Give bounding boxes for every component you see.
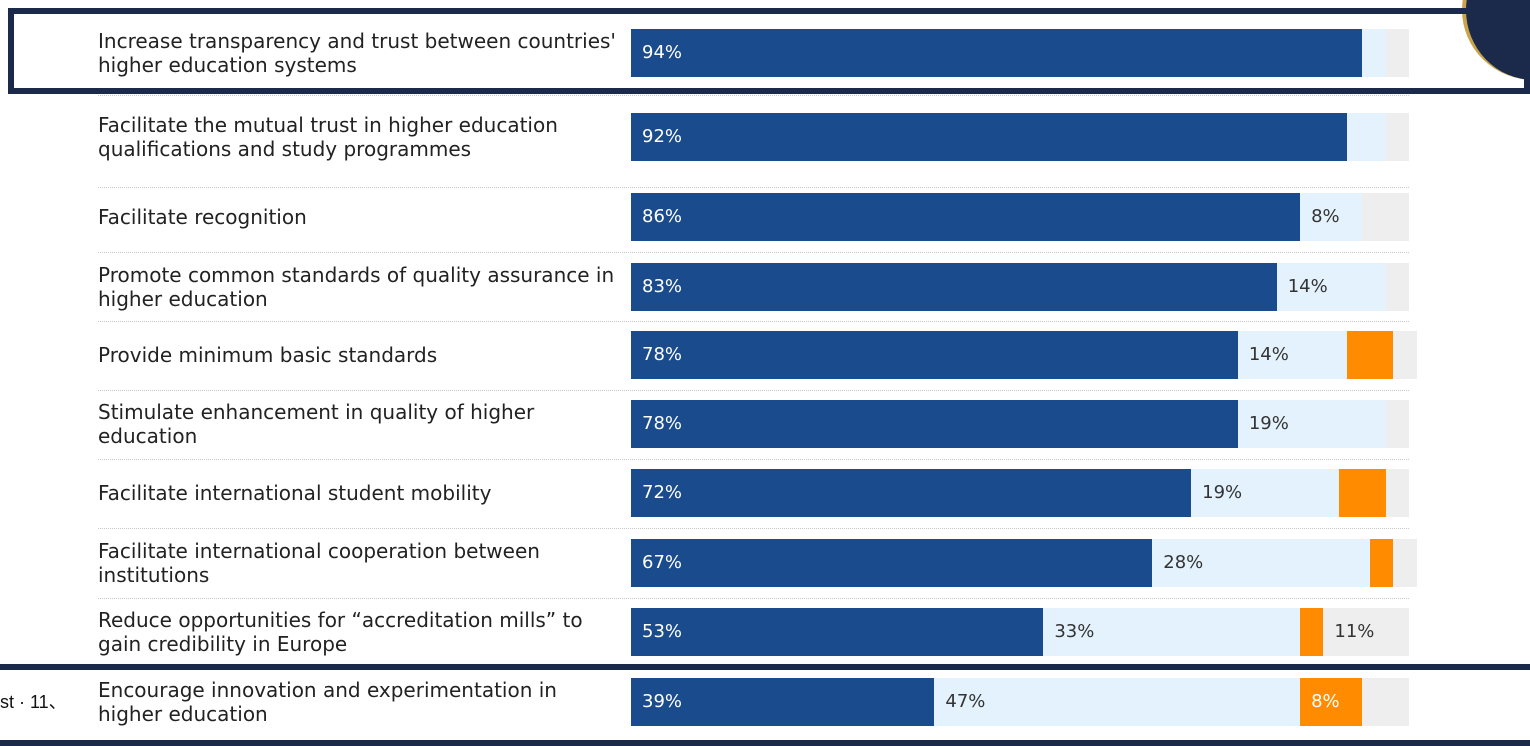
bar-segment <box>1393 539 1417 587</box>
annotation: st · 11、 <box>0 692 67 712</box>
bar-segment <box>1385 113 1409 161</box>
bar-segment <box>1338 469 1386 517</box>
bar-segment <box>1362 678 1409 726</box>
category-label: Increase transparency and trust between … <box>98 29 616 77</box>
bar-segment <box>631 193 1301 241</box>
bar-segment <box>631 400 1238 448</box>
bar-segment <box>1385 263 1409 311</box>
value-label: 67% <box>642 552 683 573</box>
row-separator <box>98 95 1409 96</box>
value-label: 19% <box>1248 413 1289 434</box>
value-label: 14% <box>1248 344 1289 365</box>
bar-segment <box>1385 469 1409 517</box>
bar-segment <box>1393 331 1417 379</box>
value-label: 94% <box>642 42 683 63</box>
value-label: 8% <box>1311 206 1340 227</box>
row-separator <box>98 528 1409 529</box>
bar-segment <box>631 331 1238 379</box>
category-label: Promote common standards of quality assu… <box>98 263 615 311</box>
bar-segment <box>1362 193 1409 241</box>
value-label: 47% <box>945 691 986 712</box>
value-label: 78% <box>642 344 683 365</box>
bar-segment <box>1362 29 1386 77</box>
bar-segment <box>1300 608 1324 656</box>
bar-segment <box>1385 29 1409 77</box>
row-separator <box>98 390 1409 391</box>
bar-segment <box>631 469 1192 517</box>
bar-segment <box>1043 608 1301 656</box>
value-label: 92% <box>642 126 683 147</box>
row-separator <box>98 598 1409 599</box>
category-label: Provide minimum basic standards <box>98 343 438 367</box>
category-label: Stimulate enhancement in quality of high… <box>98 400 535 448</box>
value-label: 86% <box>642 206 683 227</box>
bar-segment <box>631 678 935 726</box>
bar-segment <box>1300 193 1363 241</box>
value-label: 39% <box>642 691 683 712</box>
bar-segment <box>631 113 1347 161</box>
bar-segment <box>1237 400 1386 448</box>
bar-segment <box>1300 678 1363 726</box>
bar-segment <box>1323 608 1409 656</box>
category-label: Facilitate recognition <box>98 205 307 229</box>
value-label: 78% <box>642 413 683 434</box>
highlight-frame <box>8 8 1530 94</box>
bar-segment <box>1152 539 1371 587</box>
row-separator <box>98 321 1409 322</box>
bar-segment <box>631 263 1277 311</box>
row-separator <box>98 459 1409 460</box>
bar-segment <box>1370 539 1394 587</box>
value-label: 83% <box>642 276 683 297</box>
bar-segment <box>1237 331 1347 379</box>
bar-segment <box>631 539 1153 587</box>
category-label: Reduce opportunities for “accreditation … <box>98 608 583 656</box>
bar-segment <box>1385 400 1409 448</box>
bar-segment <box>1191 469 1339 517</box>
bar-segment <box>1346 331 1394 379</box>
value-label: 28% <box>1163 552 1204 573</box>
bar-segment <box>631 29 1363 77</box>
category-label: Facilitate international cooperation bet… <box>98 539 540 587</box>
bar-segment <box>1276 263 1386 311</box>
value-label: 72% <box>642 482 683 503</box>
highlight-frame <box>0 664 1530 746</box>
row-separator <box>98 252 1409 253</box>
category-label: Facilitate the mutual trust in higher ed… <box>98 113 558 161</box>
row-separator <box>98 187 1409 188</box>
value-label: 33% <box>1054 621 1095 642</box>
value-label: 19% <box>1202 482 1243 503</box>
value-label: 53% <box>642 621 683 642</box>
category-label: Encourage innovation and experimentation… <box>98 678 557 726</box>
value-label: 14% <box>1287 276 1328 297</box>
bar-segment <box>631 608 1044 656</box>
value-label: 11% <box>1334 621 1375 642</box>
category-label: Facilitate international student mobilit… <box>98 481 492 505</box>
value-label: 8% <box>1311 691 1340 712</box>
bar-segment <box>934 678 1301 726</box>
bar-segment <box>1346 113 1386 161</box>
